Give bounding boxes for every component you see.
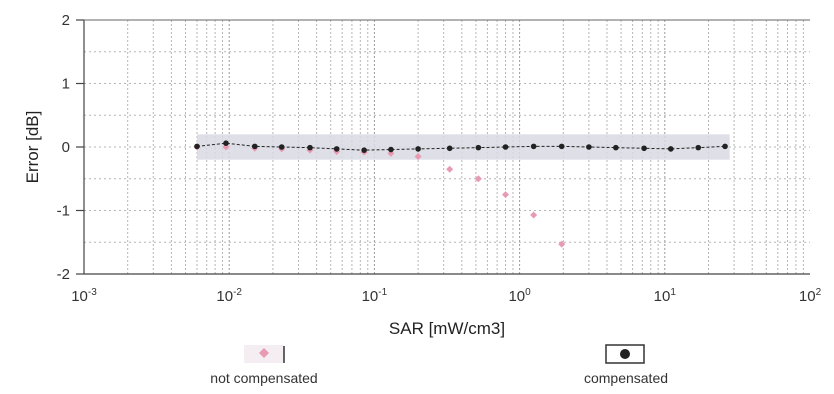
x-tick-label: 10-2 bbox=[216, 287, 242, 305]
x-tick-label: 102 bbox=[799, 287, 822, 305]
series-line bbox=[196, 142, 726, 151]
legend-not-compensated-marker bbox=[259, 348, 269, 358]
data-point bbox=[722, 143, 728, 150]
series-compensated bbox=[194, 140, 728, 153]
data-point bbox=[502, 191, 510, 199]
data-point bbox=[446, 165, 454, 173]
data-point bbox=[558, 240, 566, 248]
data-point bbox=[475, 144, 482, 151]
data-point bbox=[307, 144, 313, 151]
data-point bbox=[446, 145, 453, 152]
data-point bbox=[558, 143, 565, 150]
data-point bbox=[414, 153, 422, 161]
x-tick-label: 10-1 bbox=[362, 287, 388, 305]
legend-compensated-label: compensated bbox=[584, 370, 668, 386]
y-tick-label: -1 bbox=[57, 203, 70, 220]
data-point bbox=[586, 144, 592, 150]
series bbox=[193, 140, 728, 248]
data-point bbox=[251, 143, 258, 150]
data-point bbox=[668, 146, 674, 152]
data-point bbox=[613, 144, 619, 151]
data-point bbox=[223, 140, 229, 146]
data-point bbox=[530, 211, 538, 219]
data-point bbox=[474, 175, 482, 183]
legend-not-compensated-label: not compensated bbox=[210, 370, 317, 386]
data-point bbox=[530, 143, 537, 150]
x-axis-label: SAR [mW/cm3] bbox=[389, 319, 505, 338]
data-point bbox=[333, 146, 340, 152]
y-tick-label: 1 bbox=[62, 76, 70, 93]
x-tick-label: 100 bbox=[508, 287, 531, 305]
data-point bbox=[415, 146, 421, 152]
data-point bbox=[194, 143, 200, 150]
data-point bbox=[278, 144, 285, 150]
data-point bbox=[502, 144, 509, 150]
legend: not compensated compensated bbox=[210, 344, 668, 386]
tolerance-band bbox=[196, 134, 730, 160]
data-point bbox=[388, 146, 394, 153]
plot-frame bbox=[76, 19, 810, 275]
x-tick-label: 101 bbox=[654, 287, 677, 305]
y-axis-label: Error [dB] bbox=[23, 111, 42, 184]
data-point bbox=[641, 145, 647, 152]
y-tick-label: 2 bbox=[62, 12, 70, 29]
x-tick-label: 10-3 bbox=[71, 287, 97, 305]
data-point bbox=[361, 147, 367, 153]
y-tick-label: 0 bbox=[62, 139, 70, 156]
data-point bbox=[695, 144, 702, 151]
legend-compensated-marker bbox=[620, 349, 630, 359]
y-tick-label: -2 bbox=[57, 266, 70, 283]
